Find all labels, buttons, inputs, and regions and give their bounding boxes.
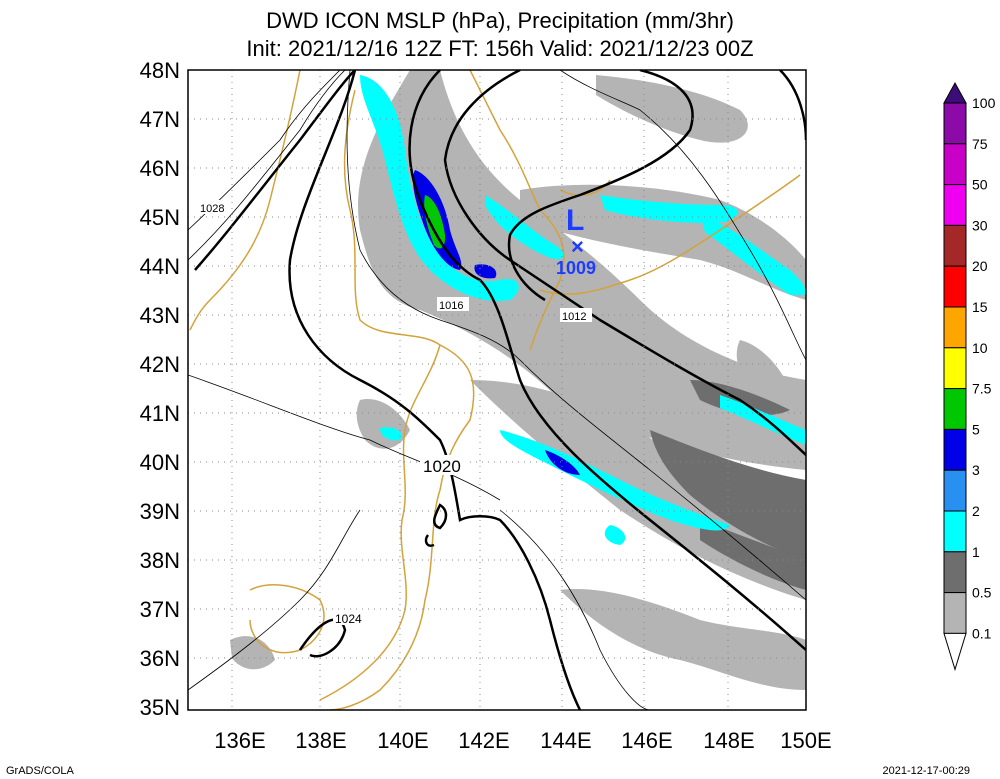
graticule [188, 70, 806, 710]
colorbar-label: 15 [972, 299, 988, 315]
colorbar-cap-top [943, 81, 967, 104]
map-layers [188, 70, 806, 710]
map-frame [187, 69, 807, 711]
lat-label: 48N [140, 58, 180, 83]
isobars-thick [194, 70, 806, 710]
isobar-label-1020: 1020 [423, 457, 461, 476]
colorbar-swatch [943, 347, 967, 390]
footer-timestamp: 2021-12-17-00:29 [882, 765, 970, 777]
low-pressure-center: L × 1009 [556, 204, 596, 278]
colorbar-swatch [943, 184, 967, 226]
colorbar-label: 3 [972, 462, 980, 478]
colorbar-cap-bottom [943, 632, 967, 672]
colorbar-swatch [943, 265, 967, 308]
isobars-thin [188, 70, 806, 710]
colorbar-label: 100 [972, 95, 996, 111]
lat-label: 36N [140, 646, 180, 671]
lat-label: 40N [140, 450, 180, 475]
low-marker: × [571, 234, 584, 259]
latitude-axis: 48N 47N 46N 45N 44N 43N 42N 41N 40N 39N … [140, 58, 180, 720]
colorbar-label: 50 [972, 177, 988, 193]
colorbar-label: 10 [972, 340, 988, 356]
lat-label: 42N [140, 352, 180, 377]
isobar-label-1028: 1028 [200, 203, 224, 215]
map-title: DWD ICON MSLP (hPa), Precipitation (mm/3… [266, 8, 734, 33]
precip-5to7 [424, 195, 446, 249]
footer-credit: GrADS/COLA [6, 765, 74, 777]
low-symbol: L [566, 204, 584, 237]
colorbar-swatch [943, 510, 967, 553]
longitude-axis: 136E 138E 140E 142E 144E 146E 148E 150E [214, 728, 831, 753]
colorbar-swatch [943, 102, 967, 145]
lon-label: 150E [780, 728, 831, 753]
colorbar-label: 1 [972, 544, 980, 560]
colorbar-swatch [943, 306, 967, 349]
colorbar-label: 5 [972, 421, 980, 437]
map-subtitle: Init: 2021/12/16 12Z FT: 156h Valid: 202… [246, 36, 754, 61]
colorbar-swatch [943, 143, 967, 186]
precip-colorbar: 100 75 50 30 20 15 10 7.5 5 3 2 1 0.5 0.1 [943, 81, 996, 672]
colorbar-label: 0.1 [972, 625, 992, 641]
lat-label: 43N [140, 303, 180, 328]
lon-label: 144E [540, 728, 591, 753]
colorbar-label: 0.5 [972, 585, 992, 601]
low-pressure-value: 1009 [556, 258, 596, 278]
lat-label: 41N [140, 401, 180, 426]
lon-label: 142E [458, 728, 509, 753]
lon-label: 148E [703, 728, 754, 753]
isobar-label-1012: 1012 [562, 311, 586, 323]
colorbar-swatch [943, 551, 967, 594]
colorbar-label: 75 [972, 136, 988, 152]
lat-label: 35N [140, 695, 180, 720]
lat-label: 37N [140, 597, 180, 622]
isobar-label-1024: 1024 [335, 612, 362, 626]
colorbar-label: 30 [972, 217, 988, 233]
colorbar-swatch [943, 224, 967, 267]
colorbar-label: 2 [972, 503, 980, 519]
lon-label: 136E [214, 728, 265, 753]
lat-label: 44N [140, 254, 180, 279]
colorbar-swatch [943, 388, 967, 430]
lat-label: 38N [140, 548, 180, 573]
colorbar-swatch [943, 428, 967, 471]
colorbar-label: 20 [972, 258, 988, 274]
colorbar-label: 7.5 [972, 381, 992, 397]
lon-label: 138E [295, 728, 346, 753]
isobar-labels: 1028 1016 1012 1020 1024 [198, 200, 592, 626]
lat-label: 39N [140, 499, 180, 524]
lat-label: 46N [140, 156, 180, 181]
isobar-label-1016: 1016 [439, 300, 463, 312]
colorbar-swatch [943, 592, 967, 634]
lon-label: 140E [377, 728, 428, 753]
lat-label: 45N [140, 205, 180, 230]
lat-label: 47N [140, 107, 180, 132]
lon-label: 146E [621, 728, 672, 753]
colorbar-swatch [943, 469, 967, 512]
